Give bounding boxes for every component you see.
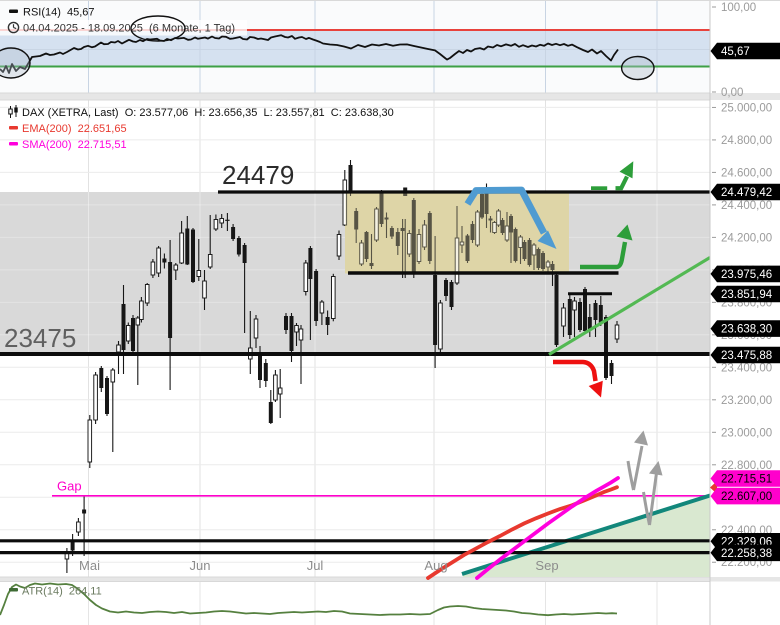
svg-text:22.607,00: 22.607,00 xyxy=(721,491,772,503)
svg-text:SMA(200) 22.715,51: SMA(200) 22.715,51 xyxy=(22,139,127,151)
svg-text:23.638,30: 23.638,30 xyxy=(721,324,772,336)
svg-text:24.200,00: 24.200,00 xyxy=(721,232,772,244)
svg-text:ATR(14) 264,11: ATR(14) 264,11 xyxy=(22,586,102,598)
svg-text:24.400,00: 24.400,00 xyxy=(721,200,772,212)
svg-text:22.800,00: 22.800,00 xyxy=(721,460,772,472)
svg-text:RSI(14) 45,67: RSI(14) 45,67 xyxy=(23,7,95,19)
svg-text:Mai: Mai xyxy=(79,558,100,573)
svg-text:23.400,00: 23.400,00 xyxy=(721,362,772,374)
svg-text:23.851,94: 23.851,94 xyxy=(721,289,773,301)
svg-text:Sep: Sep xyxy=(535,558,558,573)
svg-text:24.800,00: 24.800,00 xyxy=(721,135,772,147)
svg-text:23.975,46: 23.975,46 xyxy=(721,269,772,281)
svg-text:45,67: 45,67 xyxy=(721,46,750,58)
svg-text:24.479,42: 24.479,42 xyxy=(721,187,772,199)
svg-text:23.475,88: 23.475,88 xyxy=(721,350,772,362)
svg-text:04.04.2025 - 18.09.2025 (6 Mo: 04.04.2025 - 18.09.2025 (6 Monate, 1 Tag… xyxy=(23,23,235,35)
svg-text:Jul: Jul xyxy=(307,558,324,573)
svg-text:22.715,51: 22.715,51 xyxy=(721,474,772,486)
svg-text:0,00: 0,00 xyxy=(721,87,743,99)
svg-text:24.600,00: 24.600,00 xyxy=(721,167,772,179)
svg-text:23.000,00: 23.000,00 xyxy=(721,427,772,439)
svg-text:DAX (XETRA, Last) O: 23.577,0: DAX (XETRA, Last) O: 23.577,06 H: 23.656… xyxy=(22,107,394,119)
svg-text:22.258,38: 22.258,38 xyxy=(721,548,772,560)
svg-text:24479: 24479 xyxy=(222,160,294,190)
svg-text:23475: 23475 xyxy=(4,323,76,353)
svg-text:Jun: Jun xyxy=(190,558,211,573)
svg-text:23.200,00: 23.200,00 xyxy=(721,395,772,407)
svg-text:25.000,00: 25.000,00 xyxy=(721,102,772,114)
svg-text:100,00: 100,00 xyxy=(721,2,756,14)
svg-text:Aug: Aug xyxy=(424,558,447,573)
svg-text:EMA(200) 22.651,65: EMA(200) 22.651,65 xyxy=(22,123,127,135)
svg-text:Gap: Gap xyxy=(57,479,82,494)
